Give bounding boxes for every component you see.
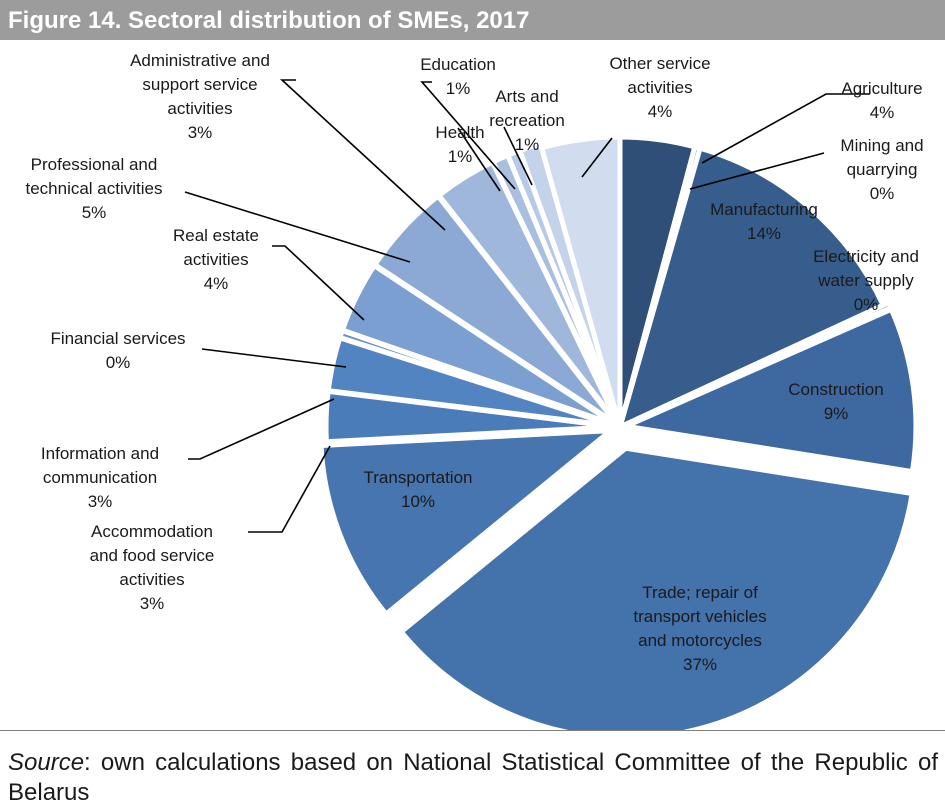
- slice-label-line: Manufacturing: [710, 200, 818, 219]
- leader-line: [503, 126, 533, 186]
- slice-label-line: 0%: [106, 353, 131, 372]
- slice-label-line: and food service: [90, 546, 215, 565]
- slice-label: Accommodation and food service activities 3…: [90, 522, 215, 613]
- slice-label-line: support service: [142, 75, 257, 94]
- slice-label-line: activities: [167, 99, 232, 118]
- slice-label-line: communication: [43, 468, 157, 487]
- slice-label-line: Agriculture: [841, 79, 922, 98]
- slice-label: Health 1%: [435, 123, 484, 166]
- slice-label-line: 4%: [870, 103, 895, 122]
- slice-label: Manufacturing 14%: [710, 200, 818, 243]
- slice-label-line: 3%: [188, 123, 213, 142]
- leader-line: [248, 445, 331, 533]
- slice-label-line: Mining and: [840, 136, 923, 155]
- slice-label-line: 1%: [446, 79, 471, 98]
- slice-label-line: 10%: [401, 492, 435, 511]
- slice-label-line: Transportation: [364, 468, 473, 487]
- slice-label: Other service activities 4%: [609, 54, 710, 121]
- slice-label: Administrative and support service activit…: [130, 51, 270, 142]
- slice-label-line: 0%: [854, 295, 879, 314]
- slice-label-line: technical activities: [25, 179, 162, 198]
- slice-label: Education 1%: [420, 55, 496, 98]
- slice-label-line: 3%: [140, 594, 165, 613]
- source-label: Source: [8, 749, 85, 776]
- slice-label-line: activities: [119, 570, 184, 589]
- pie-chart-area: Agriculture 4% Mining and quarrying 0% Manufa…: [0, 40, 945, 730]
- slice-label-line: recreation: [489, 111, 565, 130]
- slice-label: Information and communication 3%: [41, 444, 159, 511]
- slice-label-line: Information and: [41, 444, 159, 463]
- slice-label-line: activities: [183, 250, 248, 269]
- slice-label-line: Health: [435, 123, 484, 142]
- pie-slice: [623, 306, 919, 475]
- slice-label-line: 4%: [648, 102, 673, 121]
- slice-label-line: Accommodation: [91, 522, 213, 541]
- pie-slice: [398, 445, 915, 730]
- slice-label: Mining and quarrying 0%: [840, 136, 923, 203]
- slice-label-line: 1%: [515, 135, 540, 154]
- slice-label-line: Administrative and: [130, 51, 270, 70]
- source-note: Source: own calculations based on Nation…: [8, 748, 938, 808]
- pie-slice: [617, 145, 886, 430]
- slice-label-line: water supply: [817, 271, 914, 290]
- leader-line: [279, 79, 446, 231]
- slice-label-line: Education: [420, 55, 496, 74]
- leader-line: [457, 127, 501, 192]
- slice-label-line: 0%: [870, 184, 895, 203]
- slice-label: Financial services 0%: [50, 329, 185, 372]
- slice-label: Professional and technical activities 5%: [25, 155, 162, 222]
- slice-label-line: 14%: [747, 224, 781, 243]
- leader-line: [581, 137, 613, 178]
- pie-slice: [517, 141, 622, 426]
- leader-line: [188, 398, 335, 460]
- pie-slice: [539, 134, 623, 430]
- leader-line: [201, 348, 347, 368]
- leader-line: [420, 81, 516, 190]
- pie-slice: [318, 428, 614, 617]
- slice-label-line: transport vehicles: [633, 607, 766, 626]
- source-divider: [0, 730, 945, 731]
- slice-label-line: 5%: [82, 203, 107, 222]
- figure-title: Figure 14. Sectoral distribution of SMEs…: [8, 7, 530, 34]
- slice-label: Transportation 10%: [364, 468, 473, 511]
- source-text: : own calculations based on National Sta…: [8, 749, 938, 806]
- slice-label-line: 1%: [448, 147, 473, 166]
- slice-label: Construction 9%: [788, 380, 883, 423]
- slice-label: Trade; repair of transport vehicles and mo…: [633, 583, 766, 674]
- pie-chart: Agriculture 4% Mining and quarrying 0% Manufa…: [25, 51, 924, 730]
- slice-label-line: 37%: [683, 655, 717, 674]
- slice-label-line: 9%: [824, 404, 849, 423]
- slice-label-line: activities: [627, 78, 692, 97]
- slice-label: Arts and recreation 1%: [489, 87, 565, 154]
- slice-label-line: quarrying: [847, 160, 918, 179]
- slice-label-line: Professional and: [31, 155, 158, 174]
- slice-label-line: 4%: [204, 274, 229, 293]
- leader-line: [701, 93, 870, 164]
- slice-label-line: Electricity and: [813, 247, 919, 266]
- slice-label-line: Real estate: [173, 226, 259, 245]
- leader-line: [689, 152, 825, 190]
- slice-label-line: Financial services: [50, 329, 185, 348]
- slice-label-line: Construction: [788, 380, 883, 399]
- slice-label-line: and motorcycles: [638, 631, 762, 650]
- leader-line: [272, 245, 365, 321]
- leader-line: [184, 191, 411, 263]
- slice-label-line: Arts and: [495, 87, 558, 106]
- slice-label: Electricity and water supply 0%: [813, 247, 919, 314]
- slice-label-line: Other service: [609, 54, 710, 73]
- slice-label: Real estate activities 4%: [173, 226, 259, 293]
- figure-header: Figure 14. Sectoral distribution of SMEs…: [0, 0, 945, 40]
- slice-label-line: 3%: [88, 492, 113, 511]
- slice-label: Agriculture 4%: [841, 79, 922, 122]
- slice-label-line: Trade; repair of: [642, 583, 758, 602]
